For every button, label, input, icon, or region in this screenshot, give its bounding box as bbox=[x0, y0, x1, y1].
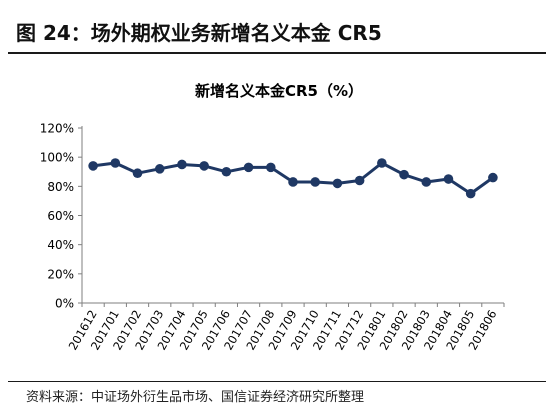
data-point bbox=[310, 177, 321, 187]
data-point bbox=[354, 175, 365, 186]
data-point bbox=[488, 172, 498, 183]
data-point bbox=[110, 158, 121, 168]
y-tick-label: 0% bbox=[55, 297, 74, 311]
figure-header: 图 24：场外期权业务新增名义本金 CR5 bbox=[8, 20, 548, 52]
source-note: 资料来源：中证场外衍生品市场、国信证券经济研究所整理 bbox=[26, 390, 365, 405]
data-point bbox=[243, 162, 254, 173]
line-chart: 新增名义本金CR5（%） 0% 20% 40% 60% 80% 100% 120% 2016… bbox=[40, 82, 505, 353]
figure-title: 图 24：场外期权业务新增名义本金 CR5 bbox=[16, 21, 382, 45]
data-point bbox=[88, 161, 98, 171]
data-point bbox=[443, 174, 454, 184]
data-point bbox=[132, 168, 143, 179]
data-point bbox=[377, 158, 387, 168]
y-tick-label: 80% bbox=[47, 180, 74, 194]
data-point bbox=[199, 161, 209, 171]
series-group bbox=[88, 158, 498, 199]
data-point bbox=[177, 159, 187, 170]
data-point bbox=[465, 188, 476, 199]
footer-rule bbox=[8, 381, 546, 382]
chart-container: 新增名义本金CR5（%） 0% 20% 40% 60% 80% 100% 120% 2016… bbox=[0, 60, 558, 370]
data-point bbox=[332, 178, 343, 189]
data-point bbox=[399, 169, 409, 180]
y-axis: 0% 20% 40% 60% 80% 100% 120% bbox=[40, 122, 83, 311]
y-tick-label: 60% bbox=[47, 209, 74, 223]
chart-title: 新增名义本金CR5（%） bbox=[195, 82, 363, 100]
x-axis: 2016122017012017022017032017042017052017… bbox=[66, 302, 505, 353]
y-tick-label: 100% bbox=[40, 151, 74, 165]
data-point bbox=[154, 164, 165, 174]
data-point bbox=[265, 162, 276, 173]
y-tick-label: 120% bbox=[40, 122, 74, 136]
y-tick-label: 20% bbox=[47, 267, 74, 281]
data-point bbox=[421, 177, 432, 187]
data-point bbox=[288, 177, 298, 187]
header-rule bbox=[8, 52, 546, 54]
y-tick-label: 40% bbox=[47, 238, 74, 252]
data-point bbox=[221, 166, 232, 177]
